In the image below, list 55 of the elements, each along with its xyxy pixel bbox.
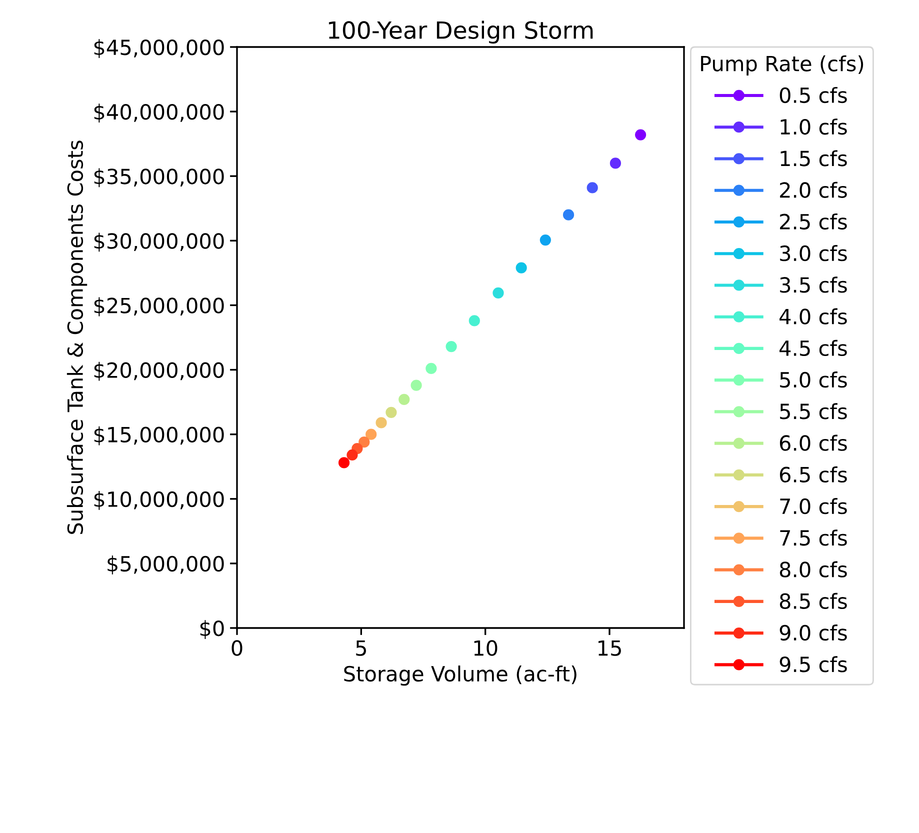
x-tick-label: 15: [598, 640, 621, 656]
y-tick-label: $20,000,000: [94, 362, 224, 381]
chart-title: 100-Year Design Storm: [328, 20, 593, 44]
legend-label: 1.5 cfs: [780, 150, 847, 166]
legend-label: 8.0 cfs: [780, 561, 847, 578]
point: [634, 129, 646, 140]
point: [398, 394, 410, 406]
point: [376, 417, 387, 428]
legend-label: 5.5 cfs: [780, 403, 847, 420]
legend-label: 9.5 cfs: [780, 656, 847, 672]
y-tick-label: $15,000,000: [94, 426, 224, 446]
legend-title: Pump Rate (cfs): [701, 55, 864, 76]
x-tick-label: 0: [232, 640, 242, 656]
legend-label: 4.5 cfs: [780, 340, 847, 356]
point: [446, 340, 457, 352]
point: [586, 182, 598, 194]
y-tick-label: $45,000,000: [94, 39, 224, 58]
legend-label: 7.0 cfs: [780, 498, 847, 514]
point: [346, 449, 358, 461]
y-tick-label: $25,000,000: [94, 297, 224, 316]
point: [610, 158, 622, 169]
point: [338, 457, 350, 468]
point: [366, 428, 377, 440]
point: [358, 436, 370, 448]
point: [410, 380, 422, 391]
legend-label: 4.0 cfs: [780, 308, 847, 324]
y-tick-label: $40,000,000: [94, 104, 224, 123]
legend-label: 3.0 cfs: [780, 245, 847, 262]
legend-label: 0.5 cfs: [780, 86, 847, 104]
x-tick-label: 5: [356, 640, 366, 656]
y-tick-label: $35,000,000: [94, 168, 224, 188]
legend-label: 2.5 cfs: [780, 213, 847, 230]
y-tick-label: $5,000,000: [108, 556, 224, 574]
point: [562, 209, 574, 220]
legend-label: 6.0 cfs: [780, 434, 847, 451]
y-axis-title: Subsurface Tank & Components Costs: [66, 140, 88, 534]
point: [516, 262, 527, 274]
y-tick-label: $30,000,000: [94, 232, 224, 252]
y-tick-label: $10,000,000: [94, 490, 224, 510]
legend-label: 1.0 cfs: [780, 118, 847, 135]
point: [468, 315, 480, 326]
point: [492, 287, 504, 299]
legend-label: 3.5 cfs: [780, 276, 847, 293]
legend-label: 5.0 cfs: [780, 372, 847, 388]
legend-label: 2.0 cfs: [780, 182, 847, 198]
x-axis-title: Storage Volume (ac-ft): [344, 666, 576, 686]
legend-label: 7.5 cfs: [780, 530, 847, 546]
legend-label: 8.5 cfs: [780, 592, 847, 610]
legend-label: 9.0 cfs: [780, 624, 847, 641]
y-tick-label: $0: [200, 620, 224, 639]
point: [426, 362, 437, 374]
point: [386, 406, 397, 418]
legend-label: 6.5 cfs: [780, 466, 847, 483]
point: [540, 234, 551, 246]
x-tick-label: 10: [474, 640, 498, 656]
